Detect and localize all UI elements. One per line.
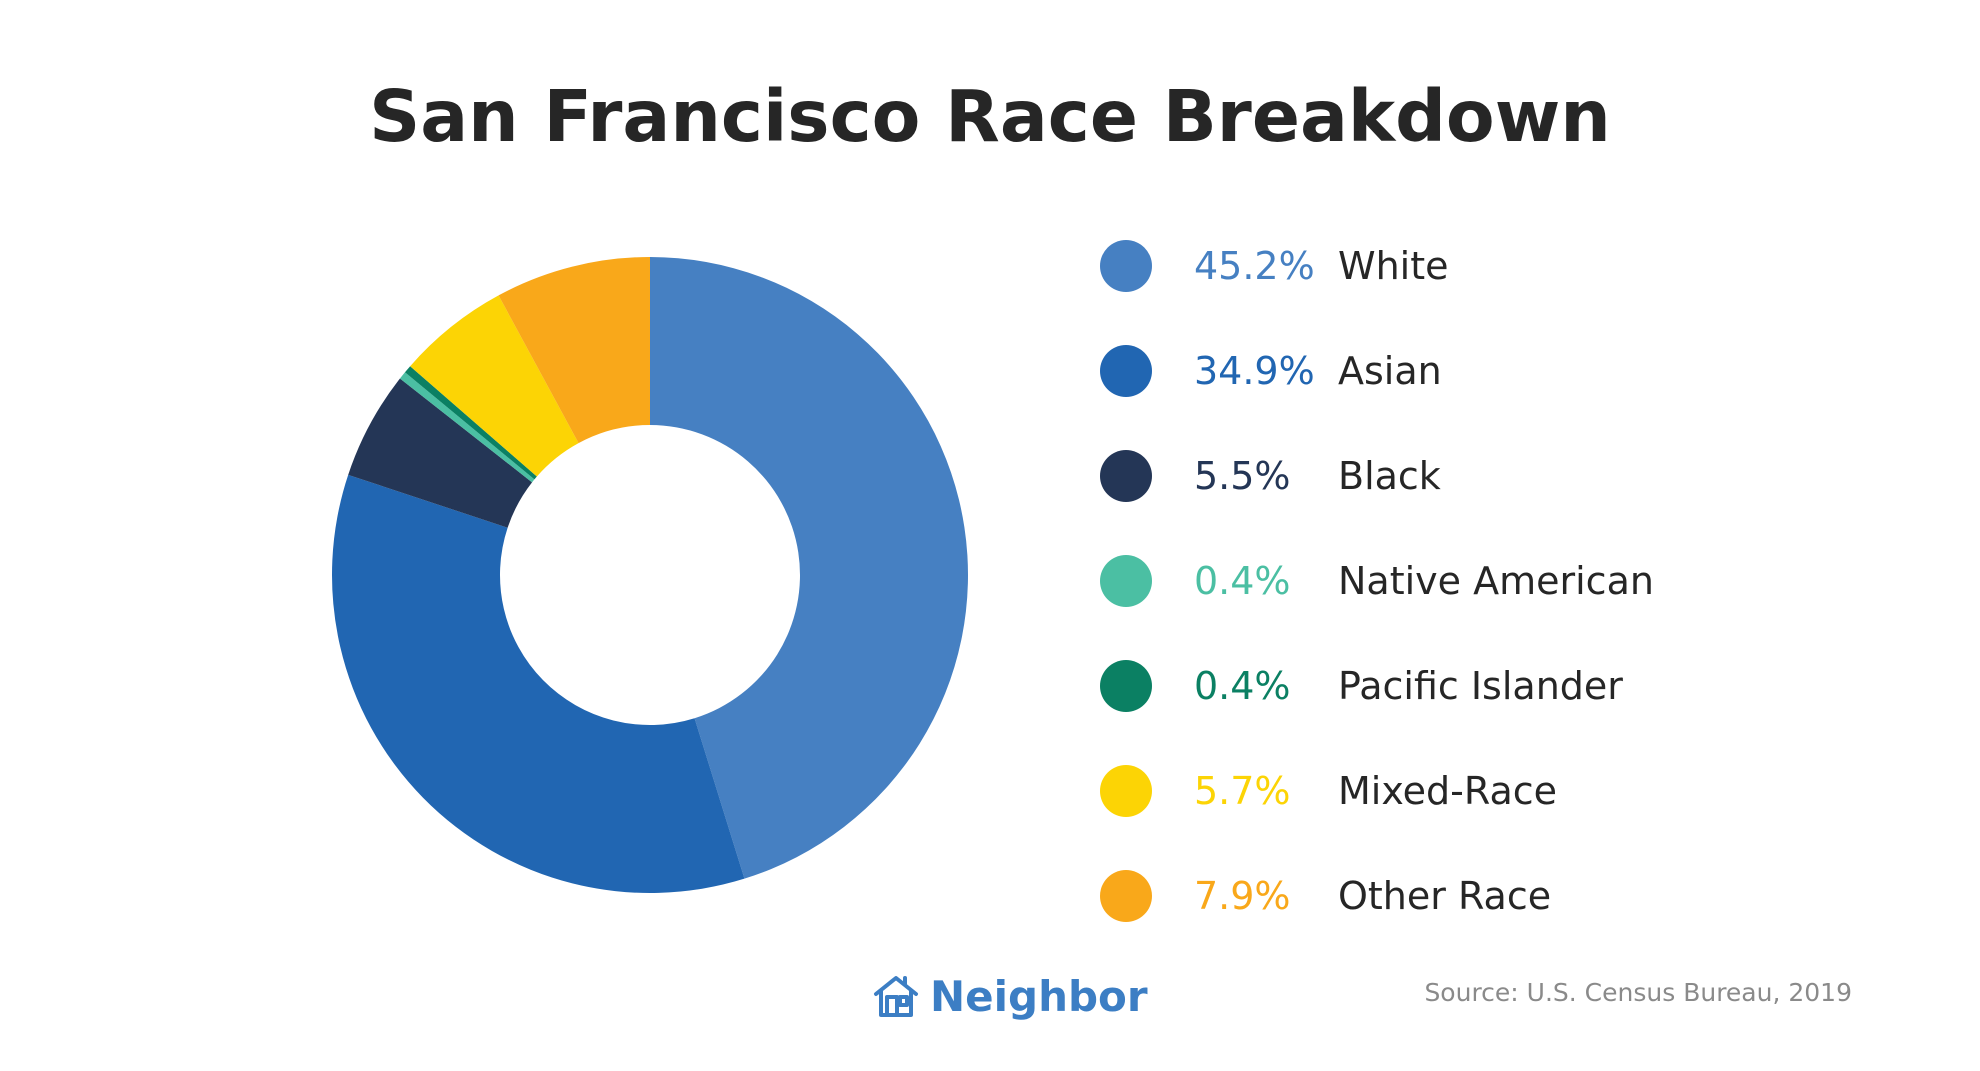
donut-slice-mixed-race [410, 295, 579, 477]
brand-logo: Neighbor [872, 966, 1148, 1026]
legend-label: White [1338, 244, 1449, 288]
donut-slice-other-race [498, 257, 650, 444]
legend-value: 34.9% [1194, 349, 1315, 393]
legend-color-dot [1100, 345, 1152, 397]
legend-value: 5.7% [1194, 769, 1291, 813]
legend: 45.2% White 34.9% Asian 5.5% Black 0.4% … [1100, 228, 1800, 963]
legend-item: 5.7% Mixed-Race [1100, 753, 1800, 858]
legend-color-dot [1100, 870, 1152, 922]
legend-value: 0.4% [1194, 559, 1291, 603]
legend-item: 34.9% Asian [1100, 333, 1800, 438]
legend-value: 5.5% [1194, 454, 1291, 498]
legend-label: Mixed-Race [1338, 769, 1558, 813]
donut-slice-asian [332, 474, 745, 893]
legend-color-dot [1100, 450, 1152, 502]
legend-color-dot [1100, 660, 1152, 712]
legend-color-dot [1100, 240, 1152, 292]
legend-label: Other Race [1338, 874, 1552, 918]
brand-name: Neighbor [930, 971, 1148, 1021]
legend-label: Black [1338, 454, 1441, 498]
donut-slice-black [348, 378, 533, 528]
legend-label: Native American [1338, 559, 1654, 603]
legend-item: 0.4% Native American [1100, 543, 1800, 648]
legend-label: Pacific Islander [1338, 664, 1623, 708]
donut-chart [332, 257, 968, 893]
donut-slice-native-american [399, 372, 535, 483]
legend-value: 0.4% [1194, 664, 1291, 708]
legend-item: 0.4% Pacific Islander [1100, 648, 1800, 753]
legend-label: Asian [1338, 349, 1442, 393]
donut-slice-pacific-islander [404, 366, 537, 480]
house-icon [874, 976, 918, 1017]
legend-item: 45.2% White [1100, 228, 1800, 333]
legend-value: 7.9% [1194, 874, 1291, 918]
legend-value: 45.2% [1194, 244, 1315, 288]
chart-title: San Francisco Race Breakdown [369, 75, 1611, 158]
legend-color-dot [1100, 765, 1152, 817]
legend-color-dot [1100, 555, 1152, 607]
legend-item: 7.9% Other Race [1100, 858, 1800, 963]
donut-slice-white [650, 257, 968, 879]
legend-item: 5.5% Black [1100, 438, 1800, 543]
source-note: Source: U.S. Census Bureau, 2019 [1424, 978, 1852, 1007]
